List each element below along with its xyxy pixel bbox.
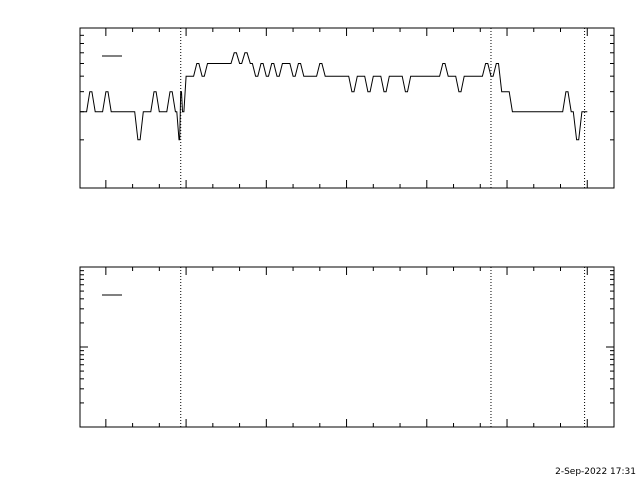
chart-panel-lo — [79, 27, 615, 189]
plot-frame — [79, 27, 615, 189]
plot-frame — [79, 266, 615, 428]
chart-panel-hi — [79, 266, 615, 428]
series-line — [80, 52, 588, 141]
footer-date: 2-Sep-2022 17:31 — [555, 467, 636, 477]
